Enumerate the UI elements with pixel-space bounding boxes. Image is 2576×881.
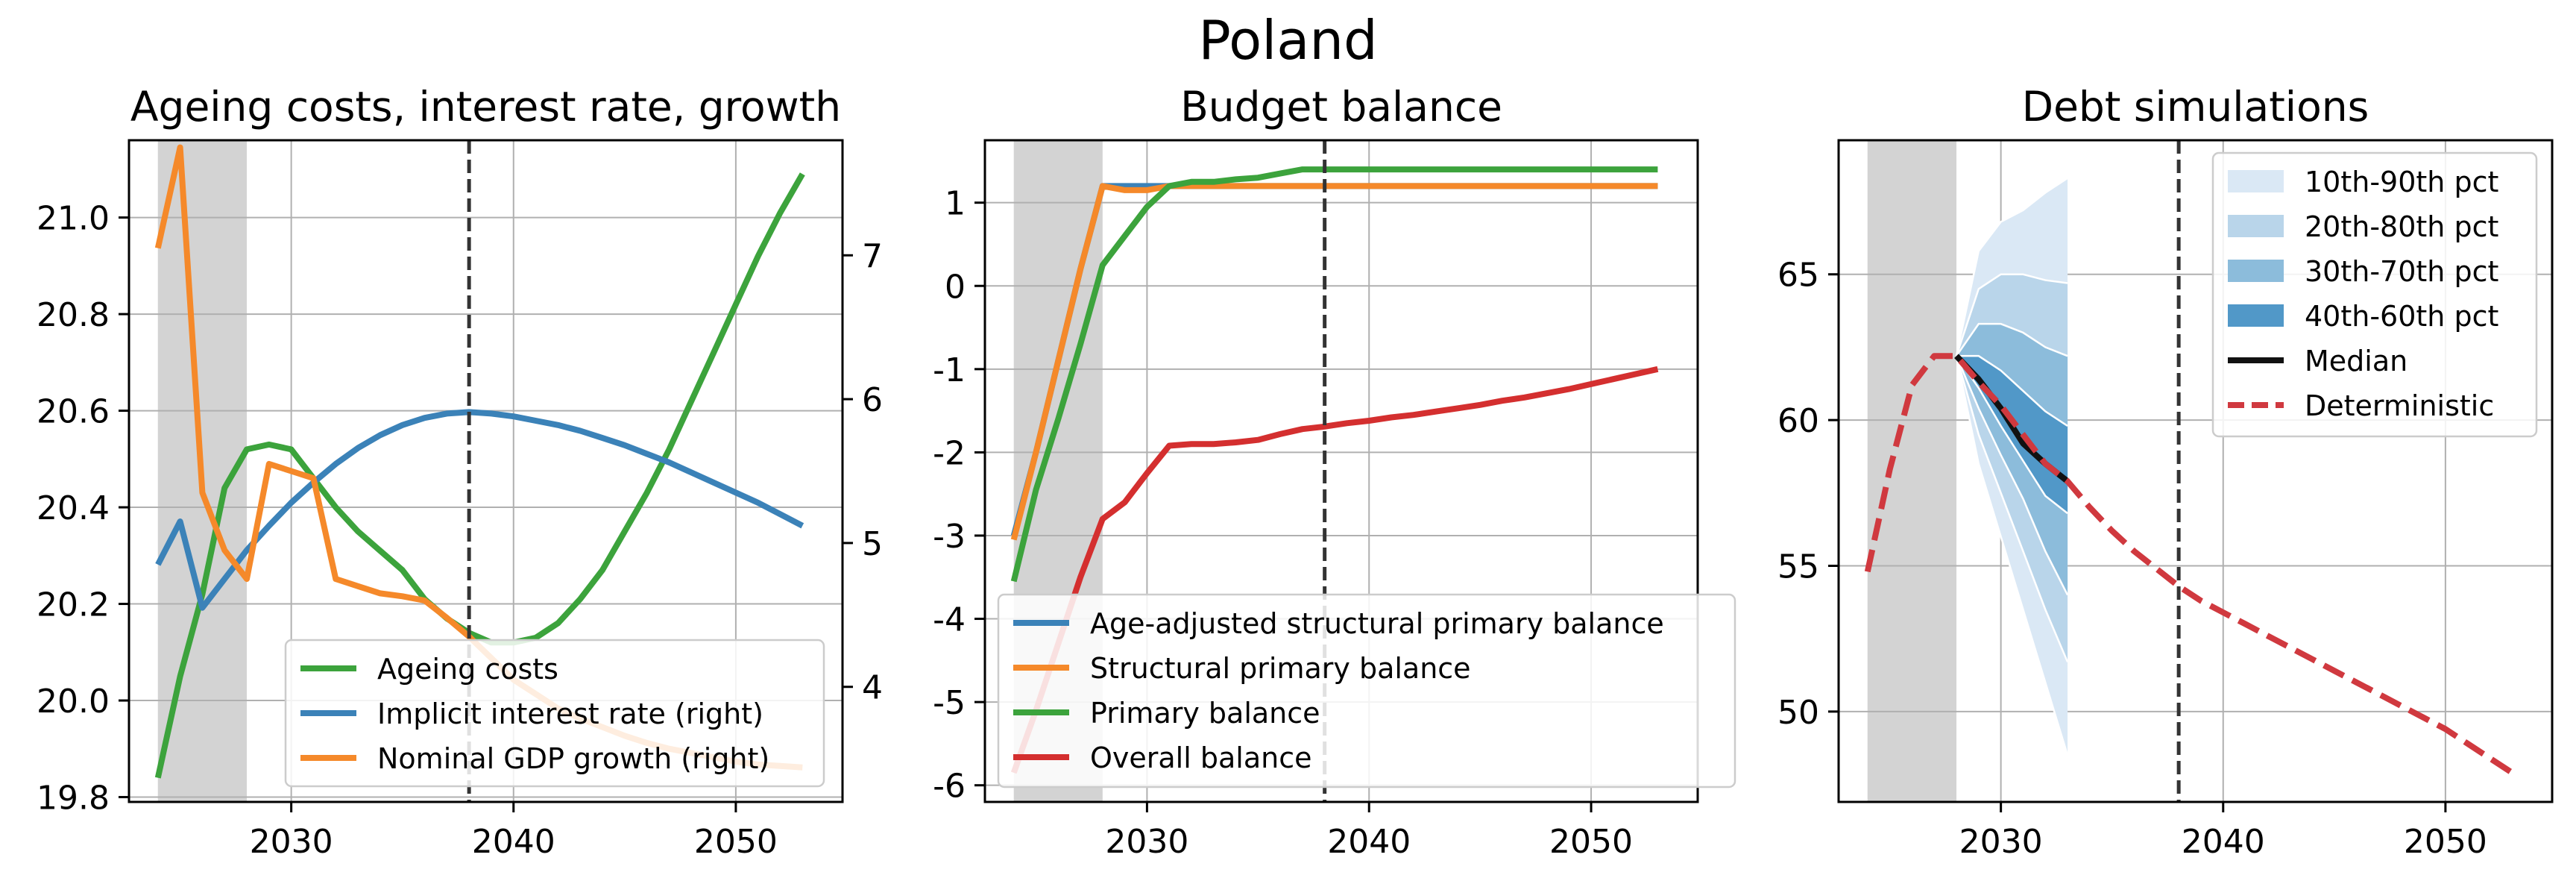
plot-area: [1010, 166, 1659, 774]
y-tick-label: 55: [1777, 548, 1819, 586]
y-tick-label: -1: [933, 351, 966, 389]
fan-band-edge: [1955, 177, 2068, 357]
x-tick-label: 2040: [2182, 823, 2265, 861]
shaded-region: [1867, 140, 1957, 802]
axes-frame: [983, 139, 1699, 803]
legend-label-implicit-interest-rate-right: Implicit interest rate (right): [377, 697, 763, 730]
legend-label-ageing-costs: Ageing costs: [377, 653, 558, 686]
legend-label-20th-80th-pct: 20th-80th pct: [2305, 210, 2498, 243]
legend-label-age-adjusted-structural-primary-balance: Age-adjusted structural primary balance: [1090, 607, 1664, 640]
y-tick-label: -3: [933, 518, 966, 556]
y-tick-label: -4: [933, 601, 966, 639]
figure-title: Poland: [1198, 9, 1378, 72]
fan-band-edge: [1955, 355, 2069, 756]
plot-area: [1864, 177, 2514, 776]
series-line-implicit-interest-rate-right: [155, 409, 804, 611]
legend-box: [284, 639, 825, 788]
legend-label-overall-balance: Overall balance: [1090, 742, 1312, 774]
panel-budget-balance: 2030 2040 2050 -6 -5 -4 -3 -2 -1 0 1 Budget balance…: [933, 83, 1736, 861]
series-line-deterministic: [1864, 353, 2514, 776]
legend-swatch-10th-90th-pct: [2228, 170, 2284, 192]
legend-label-nominal-gdp-growth-right: Nominal GDP growth (right): [377, 742, 769, 775]
legend-label-median: Median: [2305, 345, 2407, 377]
x-tick-label: 2030: [1959, 823, 2043, 861]
y-tick-label: 21.0: [37, 200, 110, 238]
x-tick-label: 2050: [694, 823, 778, 861]
series-line-age-adjusted-structural-primary-balance: [1010, 183, 1658, 537]
y2-tick-label: 6: [862, 381, 883, 419]
y-tick-label: -2: [933, 434, 966, 472]
y2-tick-label: 5: [862, 525, 883, 563]
y-tick-label: 0: [945, 268, 966, 306]
series-line-overall-balance: [1010, 366, 1659, 774]
series-line-ageing-costs: [154, 172, 805, 779]
fan-band-edge: [1955, 273, 2068, 357]
legend-swatch-40th-60th-pct: [2228, 304, 2284, 327]
x-tick-label: 2030: [1105, 823, 1188, 861]
y-tick-label: 20.0: [37, 683, 110, 721]
panel-title: Debt simulations: [2022, 83, 2369, 131]
legend-label-40th-60th-pct: 40th-60th pct: [2305, 300, 2498, 333]
y2-tick-label: 7: [862, 237, 883, 275]
fan-band-edge: [1955, 355, 2069, 596]
axes-frame: [127, 139, 844, 803]
y-tick-label: 20.6: [37, 393, 110, 431]
y-tick-label: 60: [1777, 402, 1819, 440]
y-tick-label: 20.8: [37, 296, 110, 334]
legend-label-10th-90th-pct: 10th-90th pct: [2305, 166, 2498, 198]
fan-band-edge: [1955, 355, 2068, 515]
legend-swatch-30th-70th-pct: [2228, 260, 2284, 282]
legend-label-primary-balance: Primary balance: [1090, 697, 1320, 730]
panel-title: Budget balance: [1180, 83, 1502, 131]
x-tick-label: 2050: [1549, 823, 1633, 861]
fan-band-40th-60th-pct: [1956, 356, 2068, 514]
y-tick-label: -6: [933, 768, 966, 806]
y-tick-label: 65: [1777, 257, 1819, 295]
series-line-structural-primary-balance: [1010, 183, 1658, 541]
y-tick-label: 20.4: [37, 489, 110, 527]
legend-box: [2211, 151, 2538, 438]
y-tick-label: -5: [933, 684, 966, 722]
y-tick-label: 50: [1777, 694, 1819, 732]
y-tick-label: 19.8: [37, 780, 110, 818]
x-tick-label: 2040: [1327, 823, 1411, 861]
y-tick-label: 1: [945, 185, 966, 223]
x-tick-label: 2030: [250, 823, 333, 861]
x-tick-label: 2050: [2404, 823, 2487, 861]
series-line-primary-balance: [1010, 166, 1658, 583]
y-tick-label: 20.2: [37, 586, 110, 624]
axes-frame: [1837, 139, 2554, 803]
legend-swatch-20th-80th-pct: [2228, 215, 2284, 237]
fan-band-edge: [1955, 322, 2068, 357]
x-tick-label: 2040: [472, 823, 555, 861]
legend-box: [997, 593, 1736, 788]
y2-tick-label: 4: [862, 669, 883, 707]
legend-label-30th-70th-pct: 30th-70th pct: [2305, 255, 2498, 288]
panel-ageing-costs: 2030 2040 2050 19.8 20.0 20.2 20.4 20.6 20.8 21.0…: [37, 83, 883, 861]
panel-title: Ageing costs, interest rate, growth: [130, 83, 841, 131]
legend-label-deterministic: Deterministic: [2305, 389, 2494, 422]
fan-band-edge: [1955, 355, 2069, 662]
fan-band-edge: [1956, 354, 2068, 427]
panel-debt-simulations: 2030 2040 2050 50 55 60 65 Debt simulations 10th…: [1777, 83, 2554, 861]
legend-label-structural-primary-balance: Structural primary balance: [1090, 652, 1471, 685]
